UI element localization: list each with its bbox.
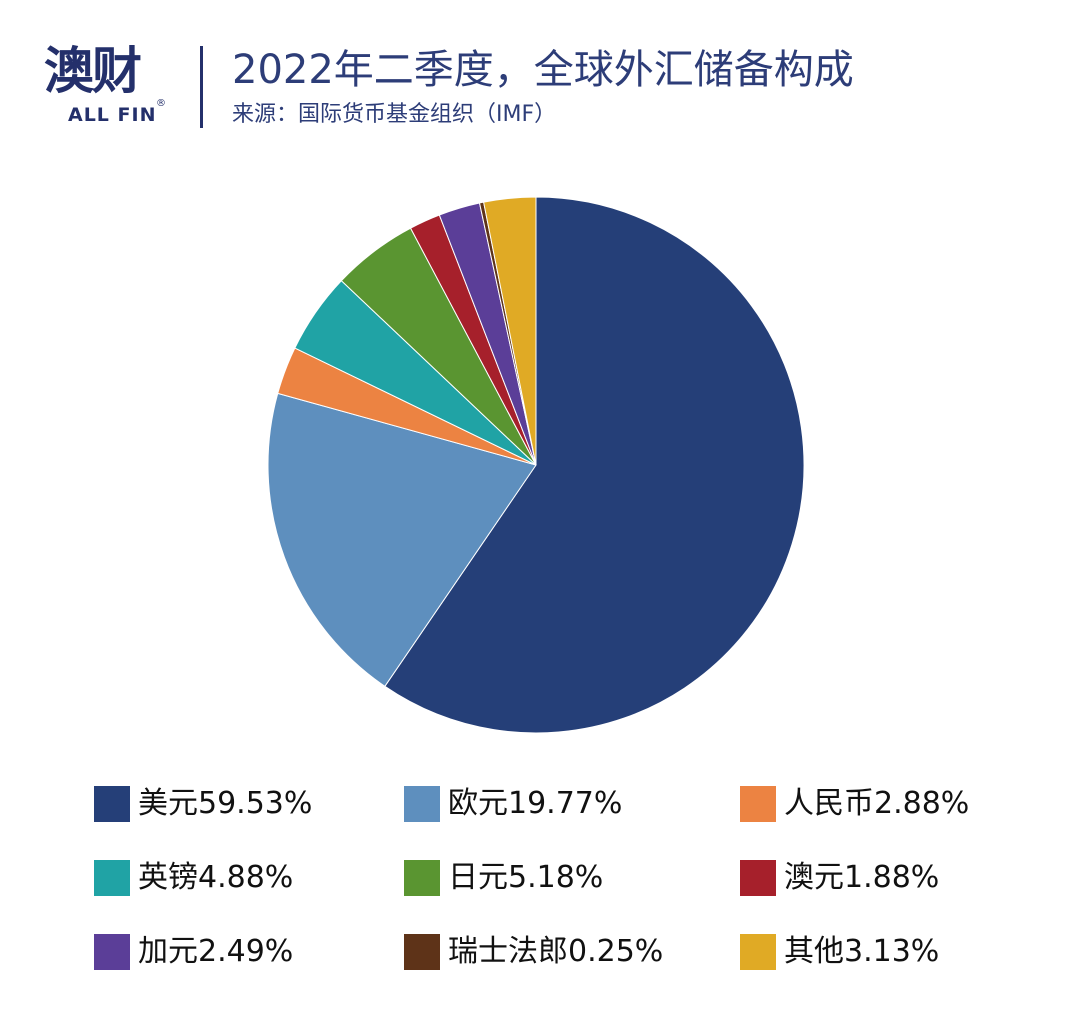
legend-label: 英镑4.88% xyxy=(138,860,294,895)
legend-swatch xyxy=(404,934,440,970)
header-divider xyxy=(200,46,203,128)
legend-label: 日元5.18% xyxy=(448,860,604,895)
logo-chinese-text: 澳财 xyxy=(44,42,142,100)
allfin-logo: 澳财 ALL FIN ® xyxy=(44,40,184,132)
legend-swatch xyxy=(404,860,440,896)
legend-swatch xyxy=(740,860,776,896)
legend-label: 欧元19.77% xyxy=(448,786,623,821)
legend-label: 瑞士法郎0.25% xyxy=(448,934,664,969)
pie-slice-2 xyxy=(267,392,537,688)
legend-swatch xyxy=(740,934,776,970)
legend-label: 澳元1.88% xyxy=(784,860,940,895)
legend-swatch xyxy=(94,934,130,970)
registered-mark: ® xyxy=(156,98,166,109)
chart-source: 来源：国际货币基金组织（IMF） xyxy=(232,102,557,127)
legend-label: 人民币2.88% xyxy=(784,786,970,821)
chart-header: 澳财 ALL FIN ® 2022年二季度，全球外汇储备构成 来源：国际货币基金… xyxy=(0,0,1080,150)
legend-label: 其他3.13% xyxy=(784,934,940,969)
pie-chart xyxy=(267,196,805,734)
legend-swatch xyxy=(94,786,130,822)
legend-swatch xyxy=(94,860,130,896)
legend-swatch xyxy=(404,786,440,822)
legend-label: 加元2.49% xyxy=(138,934,294,969)
chart-title: 2022年二季度，全球外汇储备构成 xyxy=(232,47,854,93)
logo-english-text: ALL FIN xyxy=(68,104,157,126)
legend-swatch xyxy=(740,786,776,822)
legend-label: 美元59.53% xyxy=(138,786,313,821)
pie-slice-1 xyxy=(384,196,805,734)
pie-slice-9 xyxy=(483,196,537,466)
